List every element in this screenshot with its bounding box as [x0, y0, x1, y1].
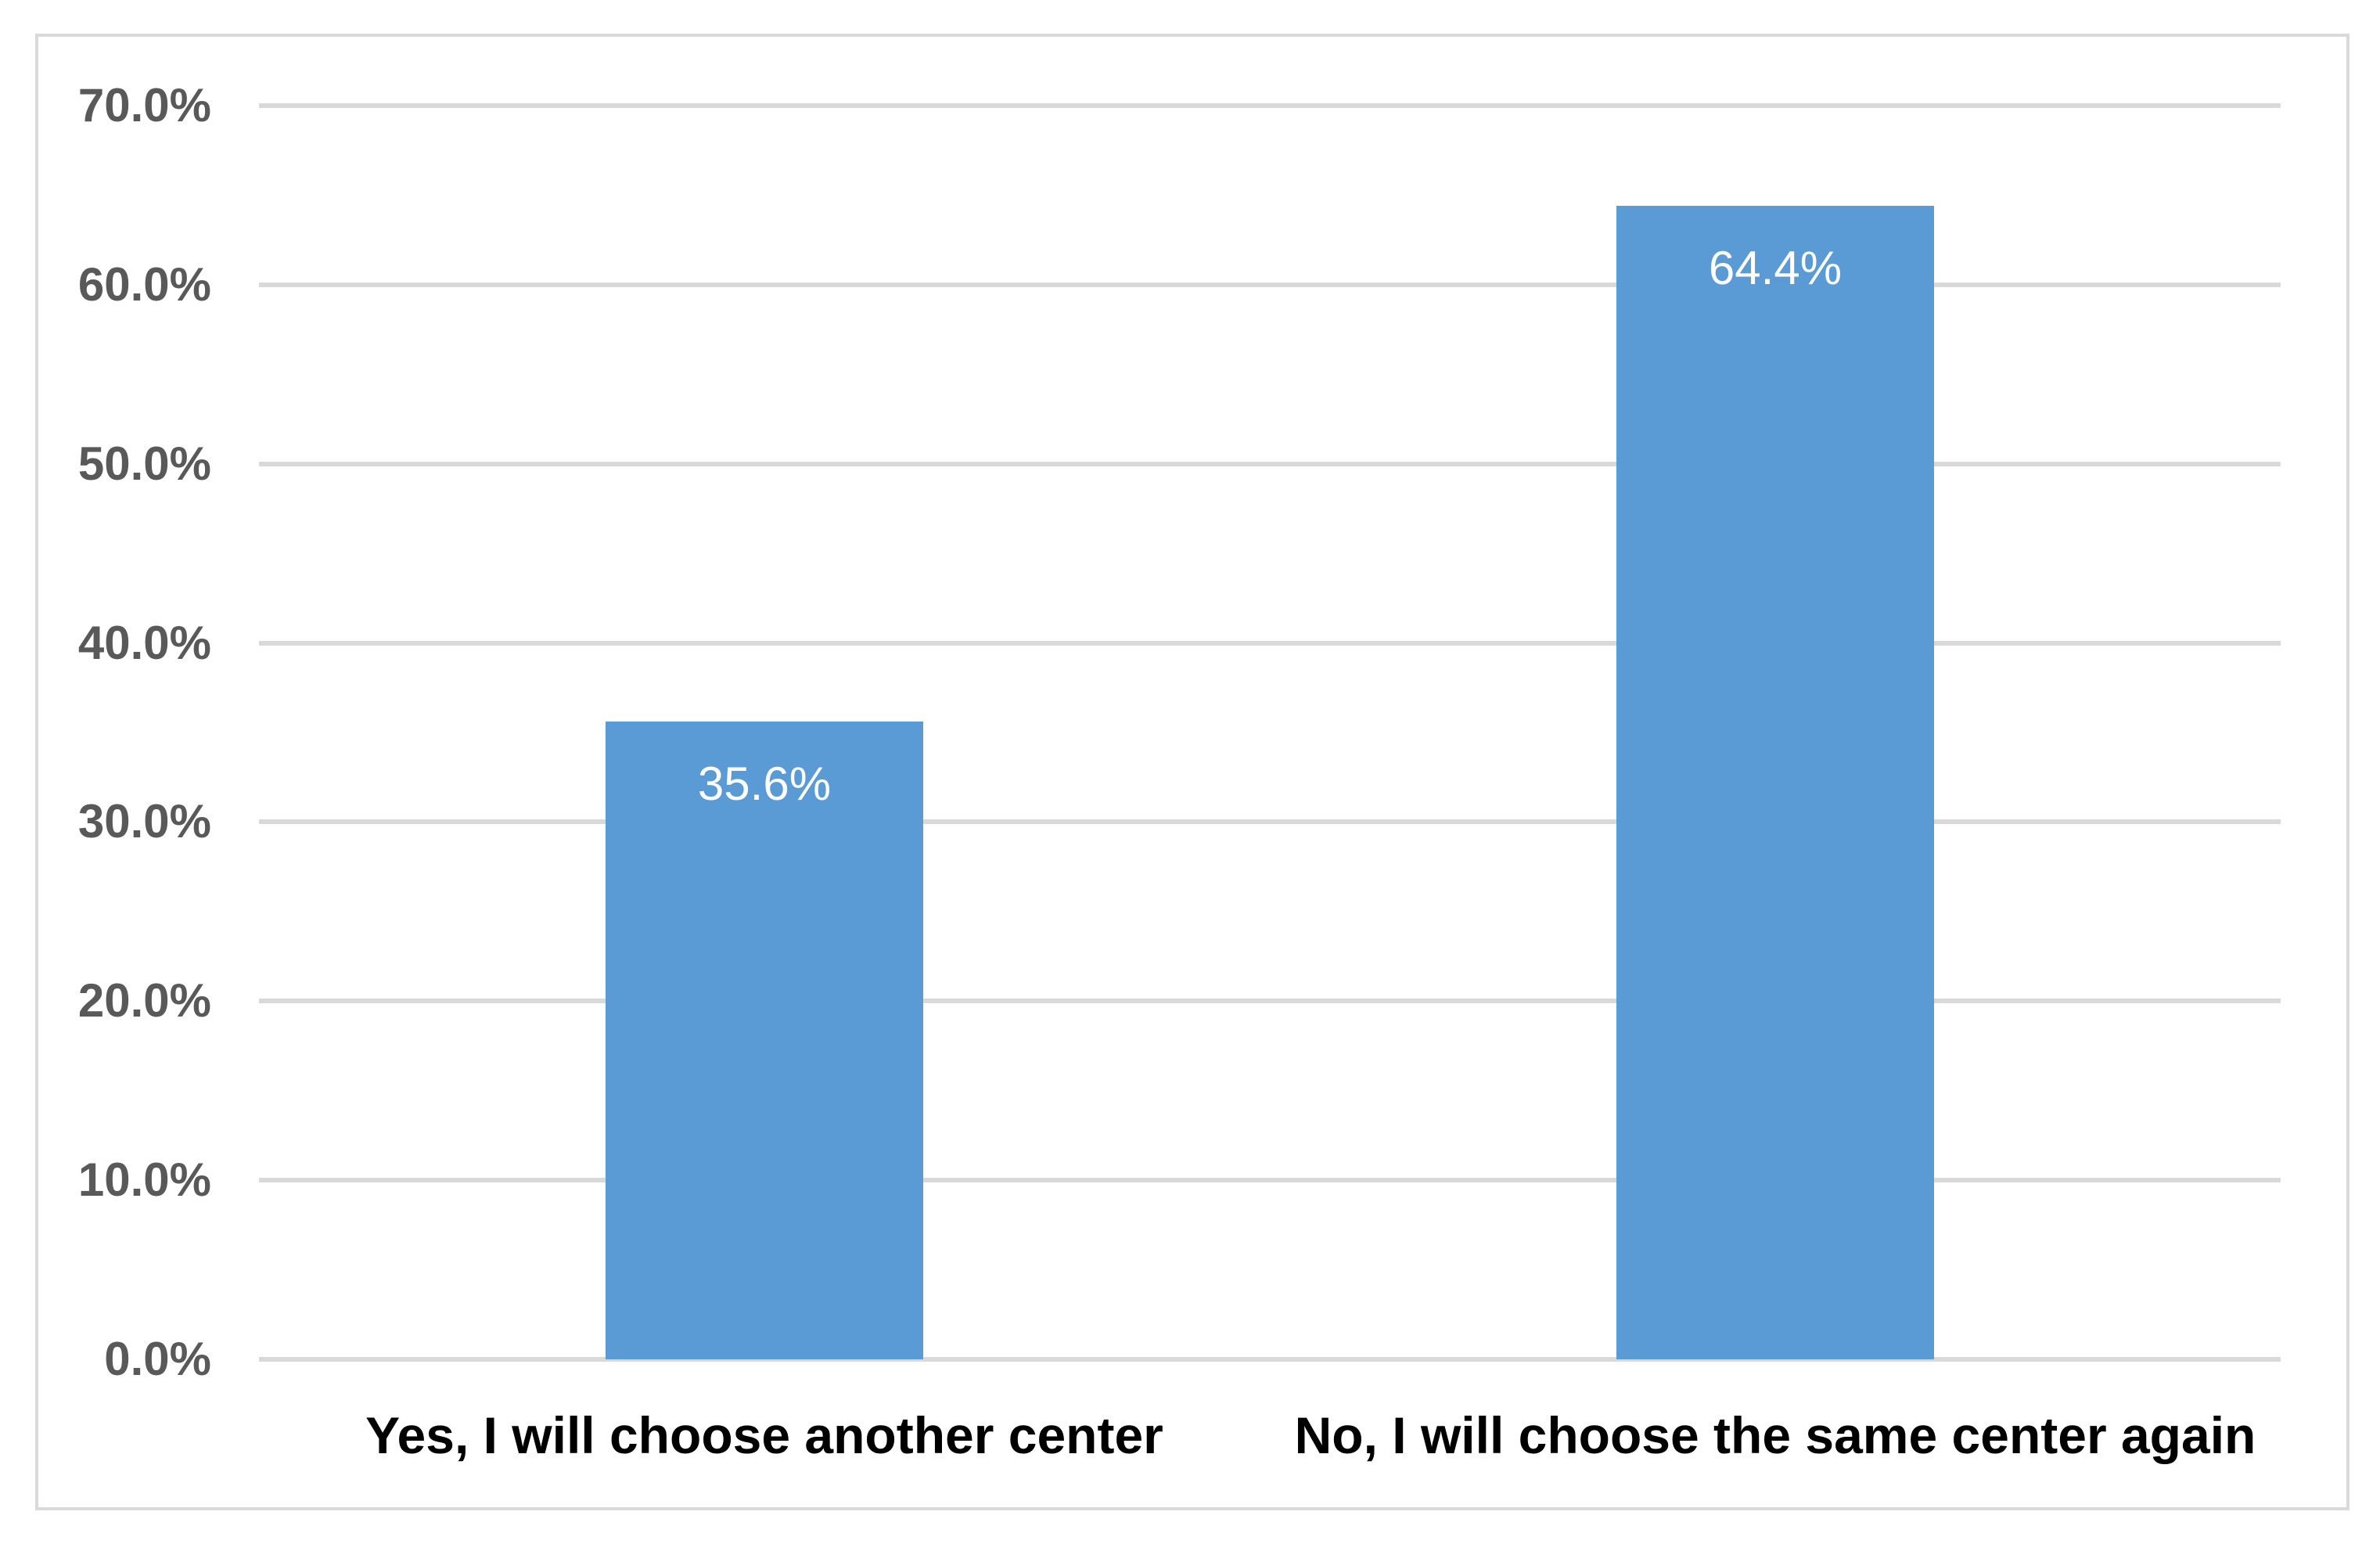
gridline [259, 999, 2281, 1004]
gridline [259, 640, 2281, 646]
y-axis-tick-label: 50.0% [77, 437, 211, 490]
x-axis-category-label: No, I will choose the same center again [1294, 1406, 2256, 1464]
bar-value-label: 35.6% [697, 758, 832, 811]
y-axis-tick-label: 40.0% [77, 616, 211, 669]
y-axis-tick-label: 70.0% [77, 79, 211, 131]
bar: 64.4% [1616, 206, 1934, 1359]
y-axis-tick-label: 20.0% [77, 974, 211, 1028]
gridline [259, 1178, 2281, 1183]
gridline [259, 282, 2281, 287]
y-axis-tick-label: 0.0% [104, 1333, 211, 1385]
y-axis-tick-label: 30.0% [77, 795, 211, 848]
chart-border-frame [35, 34, 2349, 1510]
gridline [259, 461, 2281, 466]
gridline [259, 1357, 2281, 1362]
bar: 35.6% [606, 722, 923, 1359]
x-axis-category-label: Yes, I will choose another center [365, 1406, 1163, 1464]
gridline [259, 819, 2281, 825]
y-axis-tick-label: 60.0% [77, 257, 211, 311]
bar-value-label: 64.4% [1708, 242, 1843, 295]
gridline [259, 103, 2281, 108]
y-axis-tick-label: 10.0% [77, 1154, 211, 1207]
